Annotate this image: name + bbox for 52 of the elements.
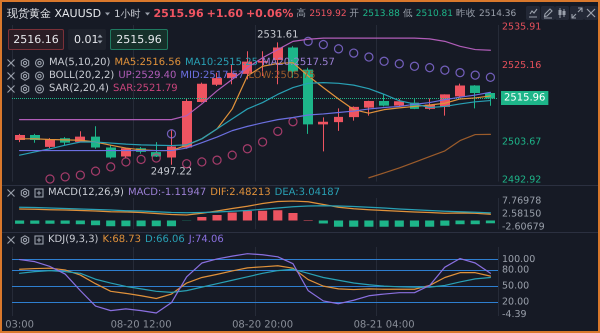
y-tick-label: 2.58150 xyxy=(502,208,542,220)
text: 开 xyxy=(350,7,360,20)
annotation: MA(5,10,20) xyxy=(49,57,110,68)
text: K:68.73 xyxy=(102,234,142,245)
annotation: BOLL(20,2,2) xyxy=(49,70,114,81)
y-tick-label: 50.00 xyxy=(502,280,530,292)
chart-title: MACD(12,26,9) xyxy=(48,187,124,198)
text: 低 xyxy=(402,7,413,20)
text: UP:2529.40 xyxy=(118,70,176,81)
text: 高 xyxy=(296,7,306,20)
y-tick-label: 7.76978 xyxy=(502,196,542,207)
y-tick-label: 2492.92 xyxy=(502,174,542,186)
annotation: 0.01 xyxy=(74,33,98,46)
text: SAR:2521.79 xyxy=(112,83,178,94)
text: 2519.92 xyxy=(309,8,347,18)
text: +0.06% xyxy=(246,7,294,20)
annotation: 2515.96 xyxy=(116,33,162,46)
x-tick-label: 08-20 12:00 xyxy=(110,320,172,330)
x-tick-label: 03:00 xyxy=(5,320,34,330)
annotation: 2516.16 xyxy=(13,33,59,46)
text: D:66.06 xyxy=(145,234,185,245)
quantity-field: 0.01 xyxy=(68,29,106,50)
annotation: MACD:-1.11947 xyxy=(128,187,206,198)
ref-line-label: 2515.96 xyxy=(504,92,546,104)
x-tick-label: 08-21 04:00 xyxy=(354,320,415,330)
price-field: 2516.16 xyxy=(8,29,64,50)
y-tick-label: 2503.67 xyxy=(502,136,542,148)
price-field: 2515.96 xyxy=(110,29,168,50)
series-label: J:74.06 xyxy=(188,234,224,245)
y-tick-label: 100.00 xyxy=(502,254,536,266)
text: 2515.96 xyxy=(154,7,204,20)
text: 2513.88 xyxy=(362,8,400,18)
y-tick-label: 2535.91 xyxy=(502,22,542,33)
chart-subtitle: 1小时 xyxy=(114,8,140,20)
y-tick-label: -4.39 xyxy=(502,309,527,320)
y-tick-label: 20.00 xyxy=(502,296,530,308)
text: MA5:2516.56 xyxy=(114,57,182,68)
chart-title: KDJ(9,3,3) xyxy=(48,234,98,245)
annotation: 2497.22 xyxy=(150,166,192,178)
x-tick-label: 08-20 20:00 xyxy=(232,320,294,330)
annotation: SAR(2,20,4) xyxy=(49,83,109,94)
series-label: DEA:3.04187 xyxy=(274,187,340,198)
chart-title: 现货黄金 XAUUSD xyxy=(7,6,102,21)
text: +1.60 xyxy=(206,7,243,20)
y-tick-label: 2525.16 xyxy=(502,60,542,71)
y-tick-label: -2.60679 xyxy=(502,222,545,232)
series-label: DIF:2.48213 xyxy=(210,187,271,198)
text: 昨收 xyxy=(456,7,476,20)
text: 2514.36 xyxy=(479,8,516,18)
y-tick-label: 80.00 xyxy=(502,264,530,276)
text: 2510.81 xyxy=(416,8,454,18)
annotation: 2531.61 xyxy=(257,29,298,40)
